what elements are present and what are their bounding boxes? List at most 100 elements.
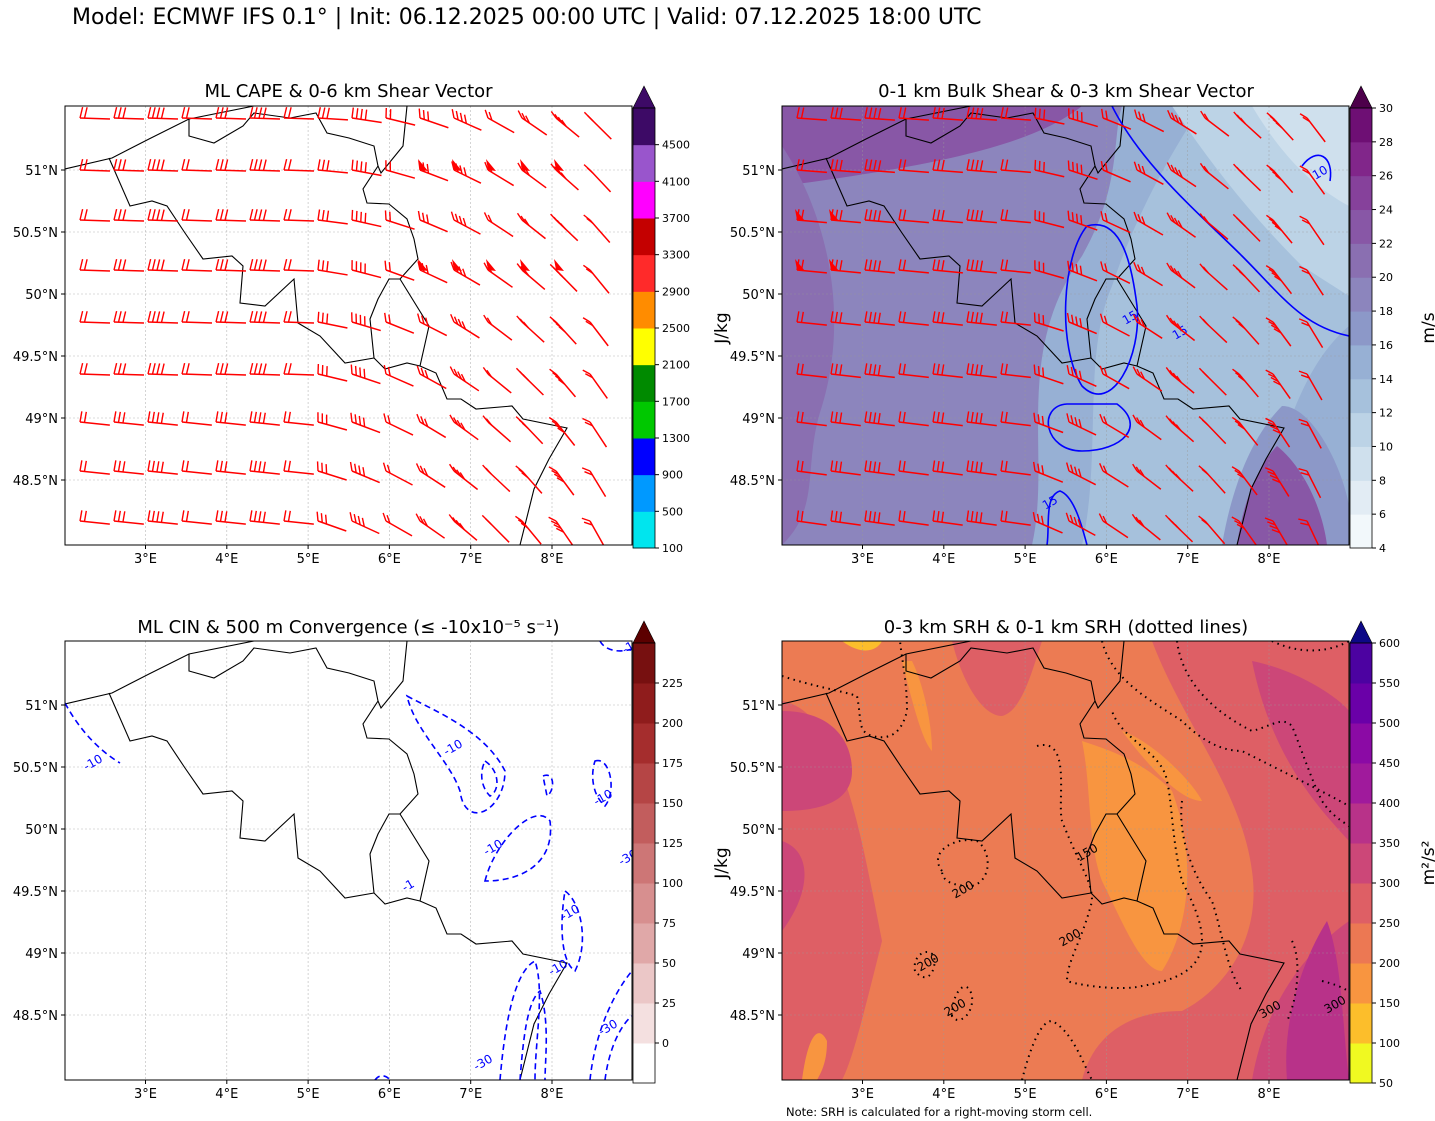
wind-barb-tick [941,159,945,171]
wind-barb-tick [1271,221,1280,228]
wind-barb-tick [558,326,566,333]
wind-barb-tick [262,461,266,473]
wind-barb-staff [1272,470,1290,497]
wind-barb-tick [975,511,979,523]
wind-barb-tick [1231,516,1240,522]
wind-barb-staff [317,373,348,382]
wind-barb-tick [1265,317,1274,323]
filled-contour [842,641,882,651]
wind-barb-tick [966,363,970,375]
wind-barb-tick [1172,421,1179,429]
wind-barb-tick [1004,411,1008,423]
wind-barb-tick [1099,313,1104,323]
contour-label: 10 [1310,163,1330,183]
wind-barb-staff [419,269,448,284]
wind-barb-tick [1178,169,1183,178]
wind-barb-tick [1004,511,1008,522]
wind-barb-tick [522,321,530,329]
contour-line [1176,641,1349,827]
wind-barb-flag [829,259,839,271]
wind-barb-tick [262,311,267,323]
wind-barb-tick [224,107,229,119]
wind-barb-tick [796,159,800,171]
wind-barb-tick [321,260,325,271]
wind-barb-tick [349,461,353,472]
wind-barb-tick [873,412,877,424]
colorbar-tick-label: 450 [1379,757,1400,770]
wind-barb-tick [160,107,165,119]
country-border [369,813,430,905]
wind-barb-tick [559,222,567,230]
wind-barb-tick [417,210,421,221]
wind-barb-tick [83,363,88,375]
wind-barb-staff [1170,373,1195,394]
wind-barb-tick [868,259,873,271]
wind-barb-tick [970,159,975,171]
wind-barb-tick [839,107,843,119]
wind-barb-tick [932,311,936,323]
wind-barb-tick [796,510,800,522]
wind-barb-tick [219,209,224,221]
contour-line [1286,940,1299,1022]
wind-barb-tick [830,311,834,323]
wind-barb-tick [1270,425,1279,431]
wind-barb-tick [582,317,591,323]
wind-barb-tick [1202,318,1209,326]
wind-barb-tick [151,259,156,271]
wind-barb-tick [1266,164,1274,171]
wind-barb-tick [1238,323,1246,330]
colorbar-tick-label: 500 [662,505,683,518]
wind-barb-tick [975,461,979,473]
colorbar-tick-label: 12 [1379,407,1393,420]
lat-tick-label: 51°N [25,164,58,179]
contour-line [1047,403,1131,452]
wind-barb-tick [388,262,391,272]
country-border [188,112,419,280]
wind-barb-tick [979,512,983,523]
wind-barb-tick [287,209,292,221]
wind-barb-staff [1068,373,1097,387]
wind-barb-staff [317,421,348,431]
wind-barb-tick [966,311,970,323]
wind-barb-tick [877,412,881,424]
wind-barb-staff [487,520,510,543]
wind-barb-tick [1273,328,1282,334]
wind-barb-staff [351,520,380,535]
wind-barb-tick [839,461,843,473]
wind-barb-tick [320,513,323,523]
colorbar-frame [1349,642,1373,1084]
wind-barb-tick [970,209,975,221]
wind-barb-staff [351,219,382,228]
wind-barb-tick [156,209,161,221]
lat-tick-label: 50.5°N [13,226,58,241]
colorbar-segment [633,1003,655,1044]
wind-barb-tick [1104,263,1108,273]
filled-contour [782,146,835,545]
wind-barb-tick [389,211,391,222]
wind-barb-tick [834,511,838,522]
wind-barb-tick [262,107,267,119]
wind-barb-tick [932,209,936,221]
wind-barb-tick [113,510,117,522]
wind-barb-tick [1000,363,1004,375]
lon-tick-label: 6°E [1095,552,1118,567]
colorbar-tick-label: 2100 [662,359,690,372]
filled-contour [802,1033,827,1080]
colorbar-tick-label: 100 [662,542,683,555]
wind-barb-tick [1177,220,1183,229]
wind-barb-tick [113,411,117,423]
wind-barb-staff [1170,321,1196,342]
wind-barb-tick [316,511,319,522]
wind-barb-tick [147,411,151,423]
wind-barb-tick [970,311,974,323]
contour-line [374,1075,391,1080]
wind-barb-staff [147,373,179,376]
wind-barb-tick [975,260,979,271]
wind-barb-tick [585,320,594,327]
wind-barb-tick [185,159,190,171]
wind-barb-tick [1079,318,1083,328]
wind-barb-tick [283,158,288,171]
country-border [782,106,972,170]
wind-barb-tick [1073,516,1078,526]
wind-barb-staff [1170,169,1197,188]
